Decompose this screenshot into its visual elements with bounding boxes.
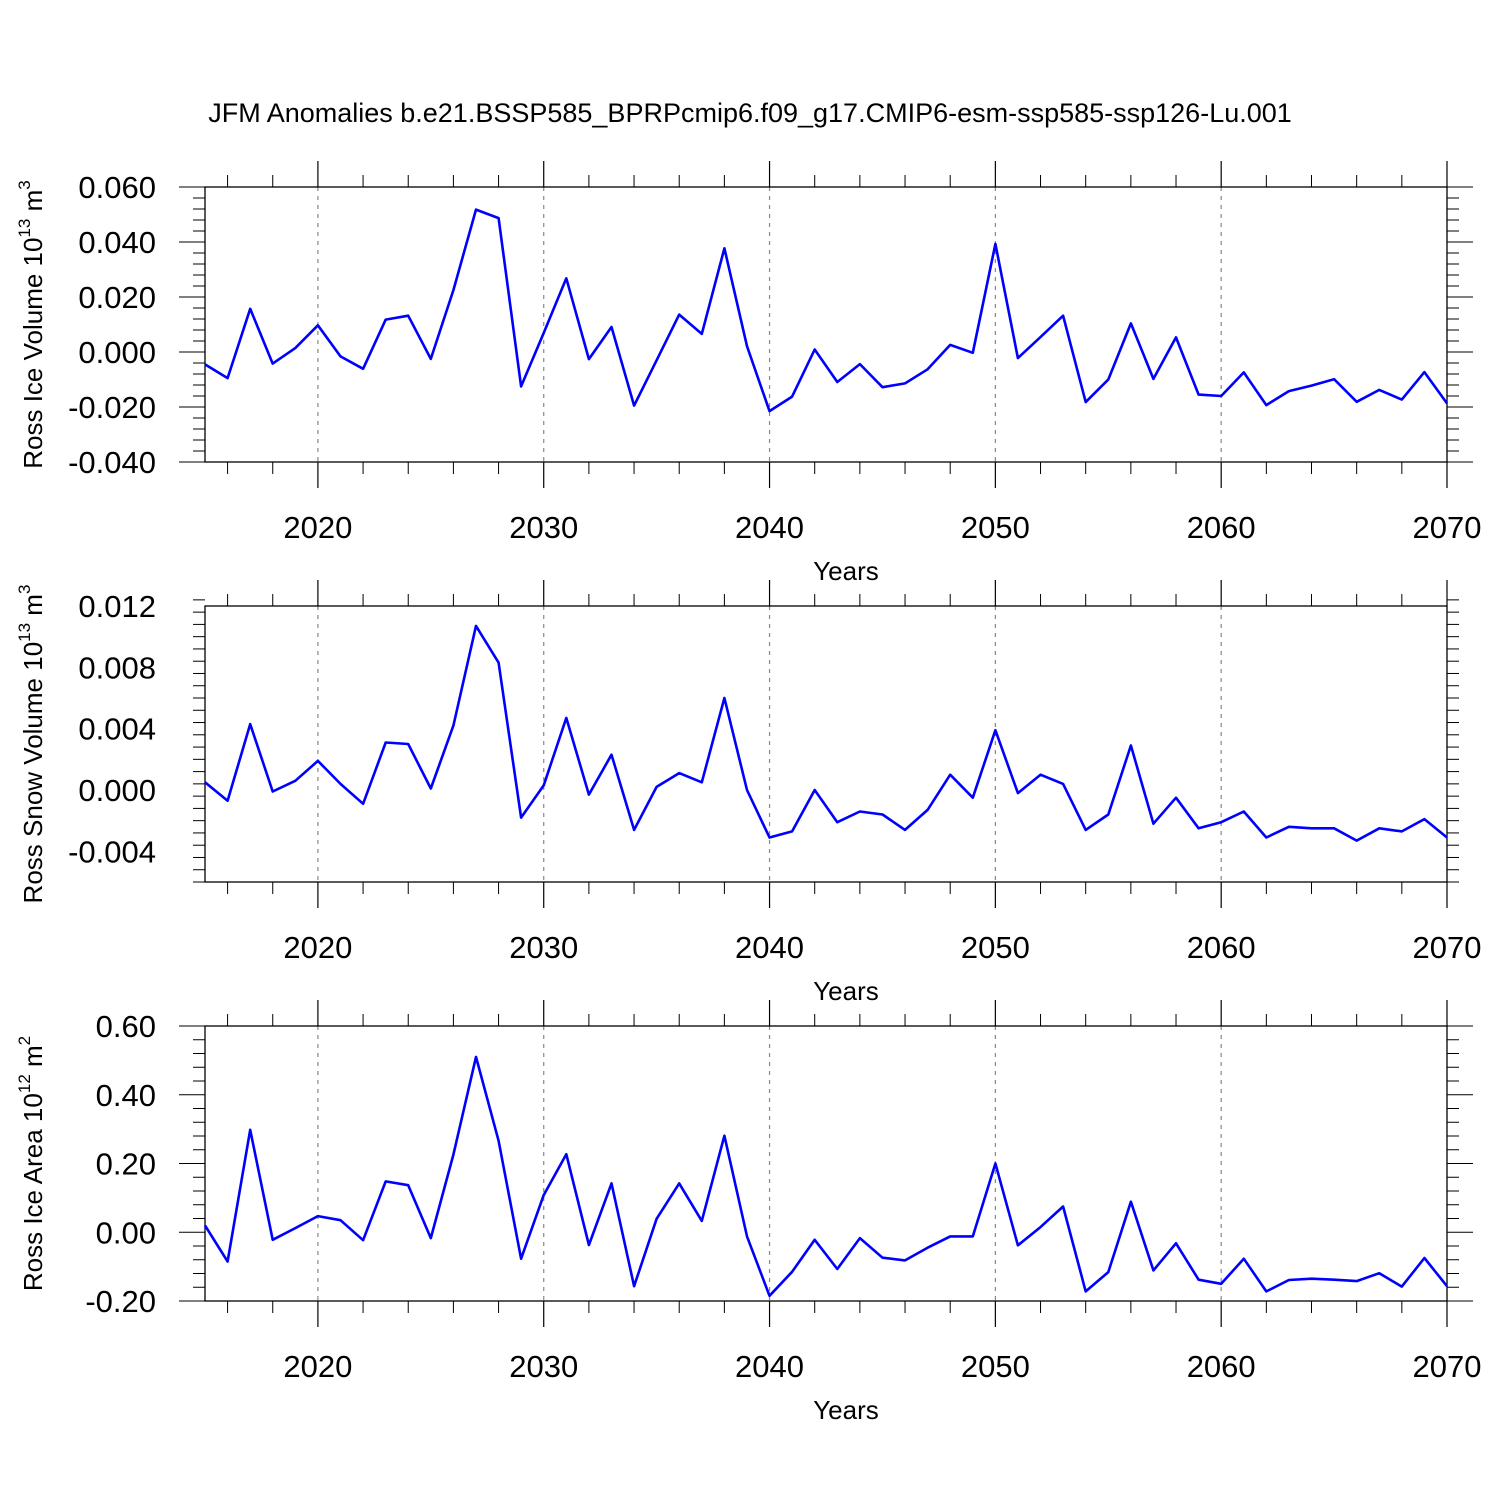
series-line-1: [203, 1055, 1449, 1298]
x-tick-label: 2070: [1413, 1349, 1482, 1384]
y-tick-label: -0.040: [68, 445, 156, 480]
series-line-1: [204, 624, 1448, 842]
y-tick-label: 0.000: [78, 773, 156, 808]
y-axis-title: Ross Snow Volume 1013 m3: [15, 585, 48, 904]
x-axis-title: Years: [813, 976, 879, 1006]
y-tick-label: 0.004: [78, 712, 156, 747]
plot-frame: [204, 186, 1448, 463]
plot-frame: [204, 1025, 1448, 1302]
chart-panel-1: 2020 2030 2040 2050 2060 2070 -0.040 -0.020 0.00…: [15, 161, 1481, 586]
y-tick-label: 0.008: [78, 650, 156, 685]
x-tick-label: 2030: [509, 930, 578, 965]
x-tick-label: 2070: [1413, 510, 1482, 545]
y-tick-label: -0.004: [68, 834, 156, 869]
x-tick-label: 2040: [735, 510, 804, 545]
y-axis-title: Ross Ice Area 1012 m2: [15, 1036, 48, 1291]
y-axis-title: Ross Ice Volume 1013 m3: [15, 180, 48, 469]
x-tick-label: 2020: [283, 510, 352, 545]
series-line-1: [204, 208, 1449, 413]
x-tick-label: 2040: [735, 930, 804, 965]
x-tick-label: 2060: [1187, 930, 1256, 965]
y-tick-label: 0.000: [78, 335, 156, 370]
x-tick-label: 2060: [1187, 510, 1256, 545]
y-tick-label: 0.40: [96, 1078, 156, 1113]
x-tick-label: 2020: [283, 1349, 352, 1384]
x-tick-label: 2070: [1413, 930, 1482, 965]
y-tick-label: 0.060: [78, 170, 156, 205]
y-tick-label: -0.20: [85, 1284, 156, 1319]
x-tick-label: 2040: [735, 1349, 804, 1384]
y-tick-label: 0.020: [78, 280, 156, 315]
x-tick-label: 2030: [509, 1349, 578, 1384]
x-axis-title: Years: [813, 556, 879, 586]
y-tick-label: -0.020: [68, 390, 156, 425]
y-tick-label: 0.00: [96, 1215, 156, 1250]
x-axis-title: Years: [813, 1395, 879, 1425]
page-title: JFM Anomalies b.e21.BSSP585_BPRPcmip6.f0…: [208, 98, 1292, 128]
y-tick-label: 0.20: [96, 1147, 156, 1182]
y-tick-label: 0.040: [78, 225, 156, 260]
y-tick-label: 0.60: [96, 1009, 156, 1044]
plot-frame: [204, 605, 1448, 883]
x-tick-label: 2020: [283, 930, 352, 965]
x-tick-label: 2050: [961, 930, 1030, 965]
x-tick-label: 2030: [509, 510, 578, 545]
y-tick-label: 0.012: [78, 589, 156, 624]
chart-panel-3: 2020 2030 2040 2050 2060 2070 -0.20 0.00 0.20 0.4…: [15, 1000, 1481, 1425]
chart-panel-2: 2020 2030 2040 2050 2060 2070 -0.004 0.000 0.004…: [15, 580, 1481, 1006]
x-tick-label: 2060: [1187, 1349, 1256, 1384]
x-tick-label: 2050: [961, 1349, 1030, 1384]
x-tick-label: 2050: [961, 510, 1030, 545]
